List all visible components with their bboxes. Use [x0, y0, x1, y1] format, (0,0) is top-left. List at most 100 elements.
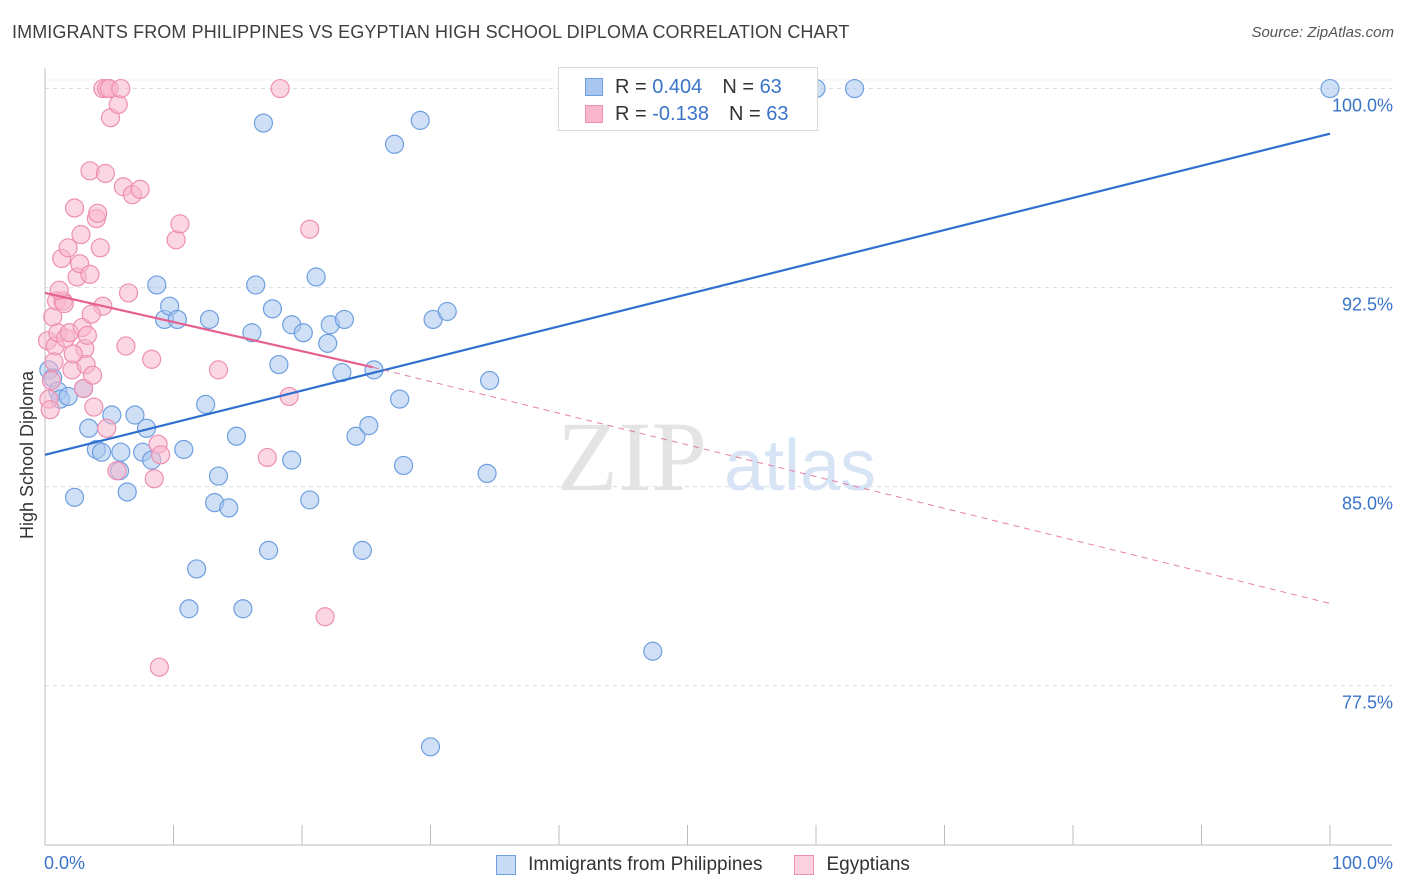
- philippines-point: [196, 394, 216, 414]
- philippines-point: [364, 360, 384, 380]
- egyptians-point: [71, 224, 91, 245]
- philippines-point: [246, 275, 266, 295]
- r-value: 0.404: [652, 75, 703, 98]
- watermark-zip: ZIP: [557, 401, 707, 512]
- legend-swatch-philippines: [585, 78, 603, 96]
- egyptians-point: [73, 378, 94, 399]
- y-tick-label: 77.5%: [1342, 693, 1393, 713]
- philippines-point: [300, 490, 320, 510]
- egyptians-point: [270, 78, 290, 99]
- legend-item-philippines[interactable]: Immigrants from Philippines: [496, 854, 762, 876]
- egyptians-point: [107, 461, 127, 481]
- egyptians-point: [142, 349, 162, 369]
- legend-row-egyptians: R = -0.138 N = 63: [585, 101, 788, 127]
- philippines-point: [410, 110, 430, 130]
- axis-layer: 100.0% 92.5% 85.0% 77.5% 0.0% 100.0%: [44, 68, 1393, 873]
- egyptians-point: [208, 360, 229, 380]
- egyptians-point: [64, 198, 85, 218]
- grid-layer: [45, 79, 1392, 687]
- egyptians-trendline: [44, 291, 373, 369]
- y-tick-label: 100.0%: [1332, 96, 1393, 116]
- philippines-point: [179, 599, 199, 619]
- philippines-point: [437, 301, 457, 322]
- egyptians-point: [63, 344, 83, 364]
- egyptians-point: [170, 214, 190, 234]
- philippines-point: [258, 540, 279, 560]
- philippines-point: [147, 275, 167, 295]
- philippines-point: [253, 113, 274, 133]
- philippines-point: [233, 599, 253, 619]
- philippines-point: [346, 426, 366, 446]
- trend-layer: [44, 132, 1331, 604]
- egyptians-point: [97, 418, 117, 438]
- philippines-point: [79, 418, 99, 438]
- philippines-point: [242, 323, 262, 343]
- philippines-point: [334, 309, 355, 330]
- chart-title: IMMIGRANTS FROM PHILIPPINES VS EGYPTIAN …: [12, 22, 850, 42]
- egyptians-point: [82, 365, 103, 385]
- legend-swatch-philippines: [496, 855, 517, 875]
- philippines-point: [219, 498, 239, 518]
- philippines-point: [262, 299, 283, 319]
- egyptians-point: [118, 283, 139, 303]
- egyptians-point: [144, 469, 164, 489]
- egyptians-point: [58, 238, 78, 258]
- philippines-point: [125, 405, 145, 425]
- philippines-point: [58, 386, 78, 407]
- philippines-point: [64, 487, 85, 507]
- philippines-point: [187, 559, 207, 579]
- egyptians-point: [81, 304, 101, 324]
- philippines-point: [226, 426, 247, 446]
- philippines-point: [293, 323, 313, 343]
- legend-row-philippines: R = 0.404 N = 63: [585, 74, 782, 100]
- legend-swatch-egyptians: [794, 855, 815, 875]
- egyptians-point: [130, 179, 150, 200]
- x-tick-label: 0.0%: [44, 853, 85, 873]
- egyptians-point: [149, 657, 169, 677]
- philippines-point: [384, 134, 405, 154]
- philippines-trendline: [44, 132, 1331, 456]
- philippines-point: [111, 442, 131, 462]
- philippines-point: [393, 455, 414, 476]
- source-label: Source: ZipAtlas.com: [1251, 24, 1394, 41]
- philippines-point: [306, 267, 326, 287]
- philippines-point: [1320, 78, 1340, 99]
- philippines-point: [282, 450, 302, 470]
- egyptians-point: [116, 336, 136, 356]
- n-value: 63: [759, 75, 782, 98]
- philippines-point: [208, 466, 229, 486]
- philippines-point: [352, 540, 372, 560]
- egyptians-point: [88, 203, 108, 223]
- philippines-point: [477, 463, 497, 484]
- egyptians-point: [84, 397, 104, 417]
- egyptians-point: [111, 78, 131, 99]
- legend-item-egyptians[interactable]: Egyptians: [794, 854, 910, 876]
- philippines-point: [359, 416, 379, 436]
- r-value: -0.138: [652, 102, 709, 125]
- series-legend: Immigrants from Philippines Egyptians: [0, 852, 1406, 878]
- egyptians-point: [90, 238, 110, 258]
- philippines-point: [480, 370, 500, 391]
- philippines-point: [420, 737, 441, 757]
- n-value: 63: [766, 102, 789, 125]
- philippines-point: [269, 354, 289, 375]
- legend-label: Immigrants from Philippines: [528, 854, 763, 875]
- egyptians-point: [80, 264, 100, 284]
- r-label: R =: [615, 75, 647, 98]
- egyptians-point: [166, 230, 186, 250]
- y-axis-label: High School Diploma: [17, 370, 37, 539]
- y-tick-label: 85.0%: [1342, 494, 1393, 514]
- egyptians-point: [40, 400, 60, 420]
- philippines-point: [167, 309, 187, 330]
- watermark-atlas: atlas: [724, 426, 876, 506]
- philippines-point: [199, 309, 220, 330]
- egyptians-point: [95, 163, 115, 184]
- philippines-point: [117, 482, 137, 502]
- n-label: N =: [728, 102, 761, 125]
- egyptians-point: [108, 94, 128, 115]
- egyptians-point: [41, 370, 62, 391]
- watermark: ZIP atlas: [557, 401, 876, 512]
- y-tick-label: 92.5%: [1342, 295, 1393, 315]
- egyptians-point: [44, 352, 64, 372]
- egyptians-point: [300, 219, 320, 239]
